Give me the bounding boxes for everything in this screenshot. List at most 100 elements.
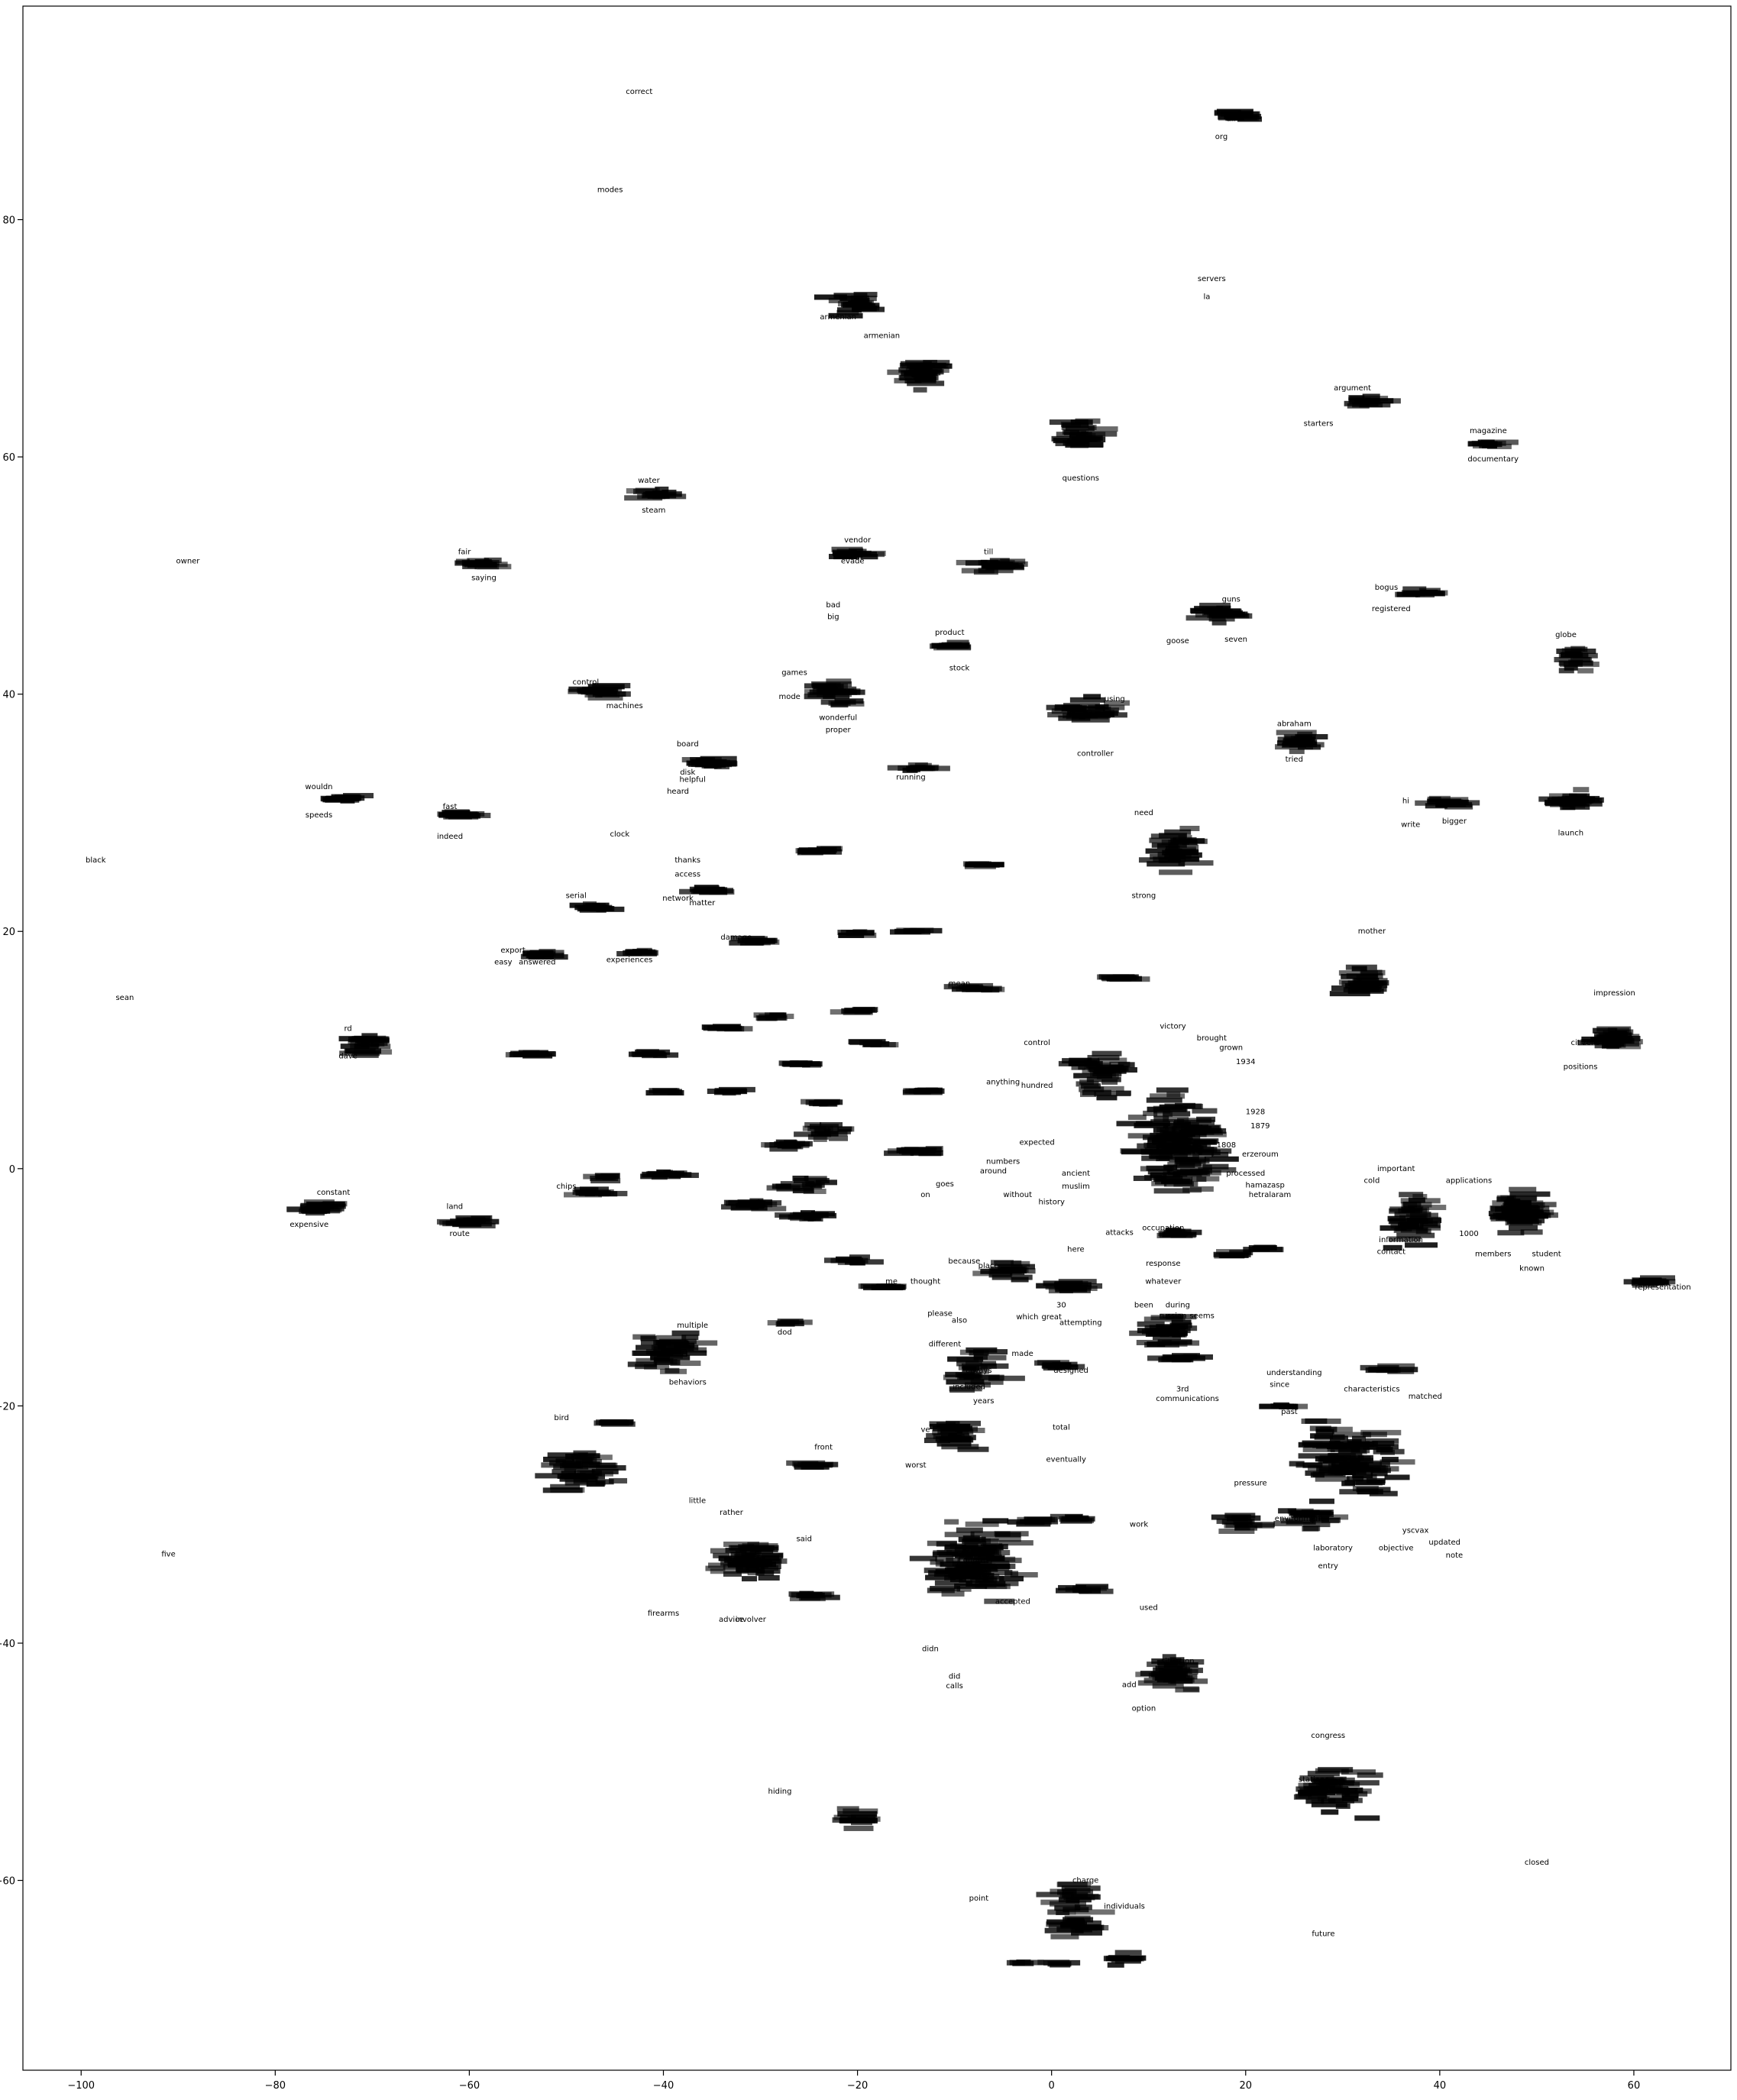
word-point: total (1053, 1423, 1070, 1432)
cluster-word-mark (1171, 1325, 1198, 1332)
cluster-word-mark (650, 1354, 691, 1361)
cluster-word-mark (1153, 1128, 1176, 1134)
word-point: advice (719, 1616, 744, 1624)
cluster-word-mark (862, 1041, 881, 1047)
word-cluster (889, 927, 943, 935)
cluster-word-mark (749, 1203, 764, 1209)
cluster-word-mark (999, 1576, 1024, 1582)
word-point: members (1475, 1251, 1511, 1259)
cluster-word-mark (636, 1344, 667, 1351)
cluster-word-mark (832, 549, 857, 555)
cluster-word-mark (1136, 1339, 1172, 1345)
cluster-word-mark (747, 1570, 765, 1576)
word-point: stations (1299, 1776, 1329, 1785)
cluster-word-mark (809, 1101, 829, 1107)
cluster-word-mark (345, 1048, 382, 1054)
word-point: 1928 (1246, 1108, 1265, 1116)
word-point: please (927, 1309, 953, 1318)
word-point: response (1146, 1260, 1180, 1268)
cluster-word-mark (708, 1562, 749, 1568)
word-point: 30 (1056, 1301, 1066, 1309)
word-cluster (801, 1099, 843, 1107)
word-point: armenian (864, 332, 901, 341)
word-cluster (454, 557, 512, 570)
cluster-word-mark (1147, 1169, 1170, 1175)
cluster-word-mark (1640, 1275, 1676, 1281)
word-point: control (573, 678, 600, 687)
word-cluster (1415, 795, 1480, 810)
y-tick-label: −20 (0, 1401, 15, 1412)
cluster-word-mark (1295, 1786, 1328, 1792)
cluster-word-mark (1150, 1154, 1173, 1160)
cluster-word-mark (804, 1121, 822, 1128)
cluster-word-mark (1301, 1509, 1334, 1516)
cluster-word-mark (1147, 1138, 1176, 1144)
cluster-word-mark (1173, 1119, 1215, 1125)
cluster-word-mark (1315, 1768, 1349, 1774)
cluster-word-mark (947, 1568, 986, 1574)
cluster-word-mark (1058, 1882, 1092, 1888)
cluster-word-mark (994, 1531, 1029, 1537)
cluster-word-mark (994, 1260, 1022, 1266)
cluster-word-mark (780, 1181, 814, 1187)
cluster-word-mark (843, 1808, 878, 1814)
word-point: games (781, 669, 807, 678)
word-point: understanding (1266, 1369, 1322, 1377)
cluster-word-mark (1472, 443, 1497, 449)
cluster-word-mark (1152, 1683, 1184, 1689)
cluster-word-mark (1538, 796, 1565, 802)
word-cluster (701, 1024, 753, 1032)
cluster-word-mark (350, 1037, 374, 1044)
word-point: bigger (1442, 817, 1467, 826)
word-point: option (1132, 1704, 1156, 1713)
cluster-word-mark (1162, 1654, 1176, 1660)
cluster-word-mark (1329, 1797, 1363, 1804)
word-cluster (902, 1087, 945, 1095)
cluster-word-mark (1118, 1062, 1135, 1068)
cluster-word-mark (1094, 1091, 1131, 1097)
cluster-word-mark (644, 1364, 670, 1370)
word-point: wonderful (819, 714, 857, 723)
cluster-word-mark (843, 1825, 874, 1831)
cluster-word-mark (860, 306, 877, 312)
cluster-word-mark (1163, 1148, 1185, 1154)
cluster-word-mark (1040, 1899, 1080, 1905)
word-point: used (1140, 1603, 1158, 1612)
cluster-word-mark (1050, 1933, 1079, 1940)
cluster-word-mark (1341, 1480, 1356, 1487)
word-point: stock (949, 665, 970, 673)
cluster-word-mark (1486, 443, 1512, 449)
cluster-word-mark (1058, 1285, 1098, 1291)
cluster-word-mark (1179, 1131, 1207, 1137)
word-cluster (1554, 646, 1600, 674)
cluster-word-mark (837, 301, 860, 307)
word-cluster (962, 861, 1004, 869)
cluster-word-mark (1156, 1341, 1188, 1347)
cluster-word-mark (1229, 1250, 1253, 1256)
cluster-word-mark (1347, 988, 1384, 994)
word-point: bird (554, 1414, 568, 1422)
cluster-word-mark (961, 568, 995, 574)
word-cluster (1103, 1950, 1147, 1968)
cluster-word-mark (670, 1361, 701, 1367)
cluster-word-mark (981, 1536, 1021, 1542)
cluster-word-mark (1056, 1909, 1070, 1915)
cluster-word-mark (1146, 1165, 1174, 1171)
word-cluster (887, 360, 953, 393)
cluster-word-mark (1037, 1360, 1069, 1366)
cluster-word-mark (798, 1595, 820, 1601)
cluster-word-mark (1321, 1517, 1341, 1523)
cluster-word-mark (1041, 1363, 1066, 1369)
cluster-word-mark (1558, 668, 1574, 674)
word-point: heard (667, 788, 689, 796)
word-point: vendor (844, 536, 872, 545)
cluster-word-mark (321, 1202, 344, 1208)
cluster-word-mark (1290, 736, 1310, 742)
cluster-word-mark (1193, 1127, 1209, 1133)
cluster-word-mark (923, 360, 950, 366)
cluster-word-mark (573, 1478, 588, 1484)
cluster-word-mark (815, 1179, 837, 1186)
cluster-word-mark (764, 1012, 784, 1018)
word-point: muslim (1062, 1183, 1090, 1191)
